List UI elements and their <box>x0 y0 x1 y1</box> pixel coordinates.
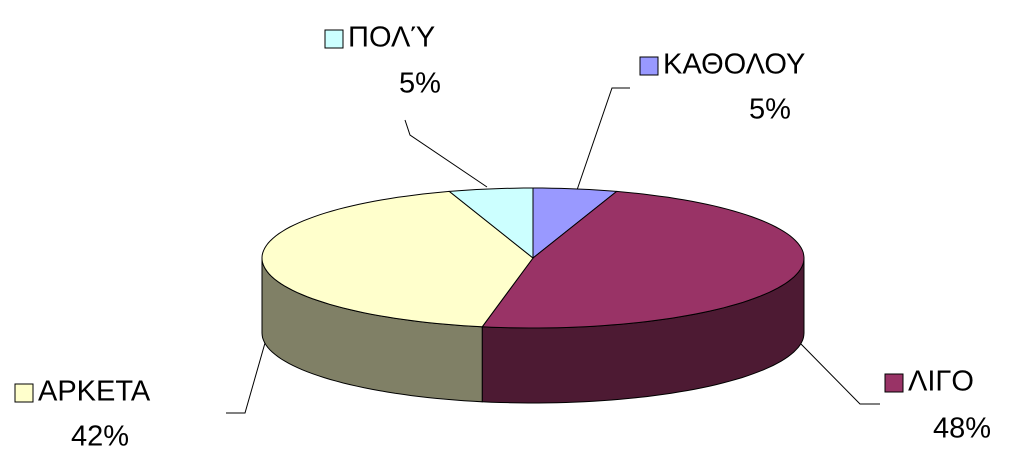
legend-key <box>884 373 904 393</box>
leader-lines <box>226 87 880 414</box>
category-label: ΛΙΓΟ <box>908 366 974 398</box>
category-label: ΚΑΘΟΛΟΥ <box>663 49 805 81</box>
value-label: 5% <box>399 68 441 100</box>
legend-key <box>14 383 34 403</box>
leader-line <box>226 342 266 414</box>
pie-slice <box>447 187 534 260</box>
pie-slice <box>261 190 534 328</box>
pie-slice <box>532 187 619 260</box>
value-label: 42% <box>71 421 129 453</box>
value-label: 48% <box>933 413 991 445</box>
category-label: ΑΡΚΕΤΑ <box>38 376 151 408</box>
leader-line <box>404 119 488 188</box>
value-label: 5% <box>749 94 791 126</box>
legend-key <box>639 56 659 76</box>
leader-line <box>576 87 630 191</box>
leader-line <box>799 342 880 405</box>
legend-key <box>324 29 344 49</box>
pie-slice <box>481 190 805 329</box>
category-label: ΠΟΛΎ <box>348 22 435 54</box>
